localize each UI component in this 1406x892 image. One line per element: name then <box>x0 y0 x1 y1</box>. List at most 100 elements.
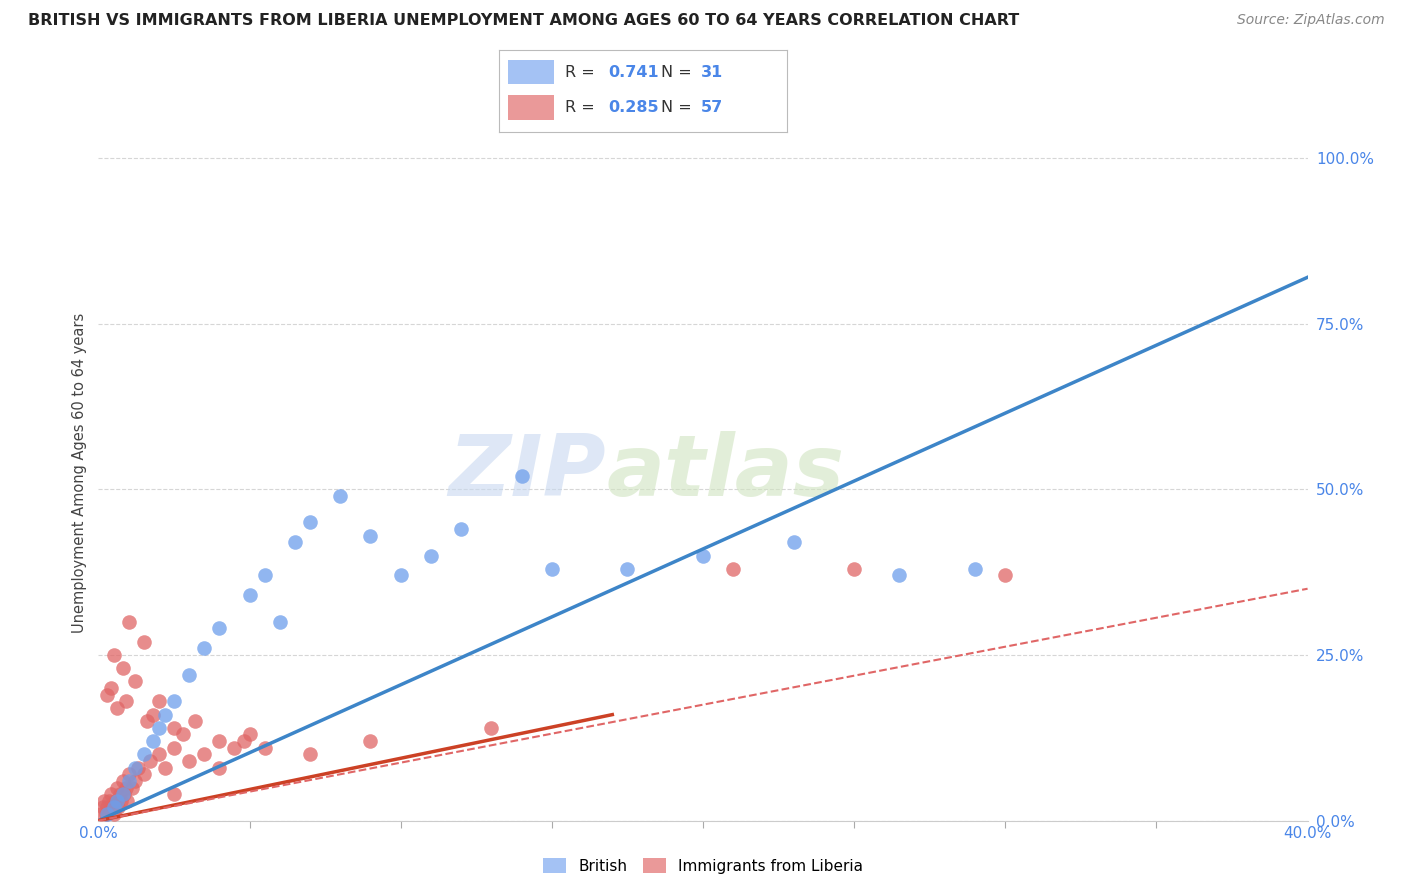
Point <box>93 794 115 808</box>
Point <box>118 773 141 788</box>
Point <box>100 681 122 695</box>
Point <box>105 780 128 795</box>
Point <box>232 734 254 748</box>
Point <box>121 780 143 795</box>
Point <box>108 787 131 801</box>
Point <box>118 767 141 781</box>
Point <box>510 469 533 483</box>
Point <box>96 807 118 822</box>
Text: N =: N = <box>661 100 696 115</box>
Point <box>269 615 291 629</box>
Point <box>994 568 1017 582</box>
Point <box>148 747 170 762</box>
Point <box>844 562 866 576</box>
Point <box>91 800 114 814</box>
Point <box>208 734 231 748</box>
Point <box>329 489 352 503</box>
Point <box>100 787 122 801</box>
Point <box>239 588 262 602</box>
Point <box>94 807 117 822</box>
Point <box>253 568 276 582</box>
Point <box>115 794 138 808</box>
Text: Source: ZipAtlas.com: Source: ZipAtlas.com <box>1237 13 1385 28</box>
Point <box>193 641 215 656</box>
Point <box>360 529 382 543</box>
Point <box>105 701 128 715</box>
Point <box>132 767 155 781</box>
Text: ZIP: ZIP <box>449 431 606 515</box>
Point <box>163 694 186 708</box>
Point <box>965 562 987 576</box>
Point <box>284 535 307 549</box>
Point <box>239 727 262 741</box>
Point <box>163 740 186 755</box>
Point <box>299 516 322 530</box>
Point <box>179 668 201 682</box>
Point <box>104 794 127 808</box>
Bar <box>508 60 554 85</box>
Point <box>299 747 322 762</box>
Point <box>723 562 745 576</box>
Point <box>111 661 134 675</box>
Point <box>111 773 134 788</box>
Point <box>253 740 276 755</box>
Point <box>103 800 125 814</box>
Point <box>142 707 165 722</box>
Point <box>153 761 176 775</box>
Point <box>103 648 125 662</box>
Text: 31: 31 <box>700 64 723 79</box>
Point <box>224 740 246 755</box>
Text: R =: R = <box>565 64 600 79</box>
Point <box>540 562 562 576</box>
Text: BRITISH VS IMMIGRANTS FROM LIBERIA UNEMPLOYMENT AMONG AGES 60 TO 64 YEARS CORREL: BRITISH VS IMMIGRANTS FROM LIBERIA UNEMP… <box>28 13 1019 29</box>
Point <box>132 634 155 648</box>
Point <box>127 761 149 775</box>
Point <box>142 734 165 748</box>
Point <box>208 622 231 636</box>
Point <box>98 794 121 808</box>
Point <box>124 761 146 775</box>
Point <box>193 747 215 762</box>
Point <box>163 787 186 801</box>
Point <box>420 549 443 563</box>
Point <box>692 549 714 563</box>
Point <box>132 747 155 762</box>
Point <box>114 694 136 708</box>
Point <box>782 535 804 549</box>
Point <box>112 787 135 801</box>
Point <box>889 568 911 582</box>
Point <box>172 727 194 741</box>
Point <box>481 721 503 735</box>
Point <box>96 688 118 702</box>
Legend: British, Immigrants from Liberia: British, Immigrants from Liberia <box>537 852 869 880</box>
Text: 0.741: 0.741 <box>609 64 659 79</box>
Point <box>107 800 129 814</box>
Point <box>184 714 207 729</box>
Text: atlas: atlas <box>606 431 845 515</box>
Point <box>135 714 157 729</box>
Text: N =: N = <box>661 64 696 79</box>
Point <box>179 754 201 768</box>
Point <box>103 807 125 822</box>
Point <box>96 800 118 814</box>
Point <box>118 615 141 629</box>
Y-axis label: Unemployment Among Ages 60 to 64 years: Unemployment Among Ages 60 to 64 years <box>72 312 87 633</box>
Text: 0.285: 0.285 <box>609 100 659 115</box>
Point <box>148 721 170 735</box>
Point <box>139 754 162 768</box>
Point <box>450 522 472 536</box>
Point <box>360 734 382 748</box>
Point <box>163 721 186 735</box>
Bar <box>508 95 554 120</box>
Point <box>90 807 112 822</box>
Text: R =: R = <box>565 100 600 115</box>
Point <box>124 674 146 689</box>
Text: 57: 57 <box>700 100 723 115</box>
Point <box>111 787 134 801</box>
Point <box>616 562 638 576</box>
Point <box>101 800 124 814</box>
Point <box>389 568 412 582</box>
Point <box>124 773 146 788</box>
Point <box>148 694 170 708</box>
Point <box>114 780 136 795</box>
